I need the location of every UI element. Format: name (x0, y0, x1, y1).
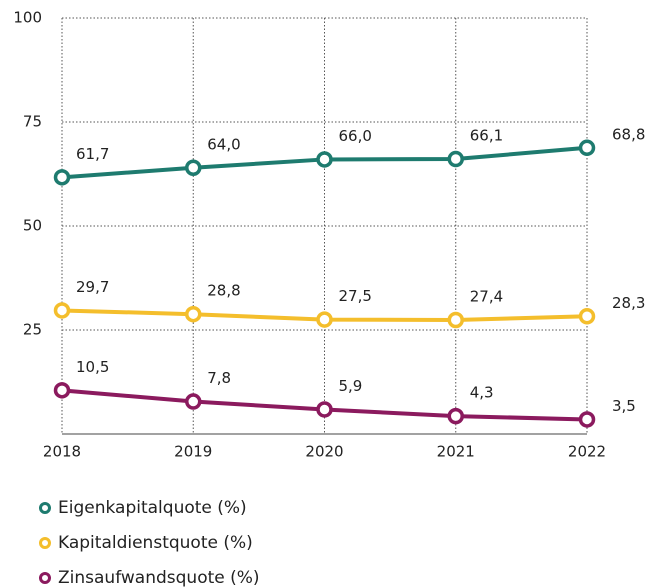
legend-item: Eigenkapitalquote (%) (39, 498, 247, 518)
y-tick-label: 100 (13, 9, 42, 27)
y-tick-label: 50 (23, 217, 42, 235)
data-label: 66,0 (339, 127, 372, 145)
data-label: 28,3 (612, 294, 645, 312)
data-point (53, 382, 71, 399)
legend-marker (39, 572, 51, 584)
data-point (185, 159, 202, 177)
legend-item: Zinsaufwandsquote (%) (39, 568, 260, 587)
x-tick-label: 2019 (174, 443, 212, 461)
legend-label: Kapitaldienstquote (%) (58, 533, 253, 553)
data-label: 29,7 (76, 278, 109, 296)
data-point (316, 151, 333, 168)
data-label: 68,8 (612, 125, 645, 143)
data-label: 5,9 (339, 377, 363, 395)
data-label: 61,7 (76, 145, 109, 163)
x-tick-label: 2022 (568, 443, 606, 461)
data-label: 7,8 (207, 369, 231, 387)
data-label: 27,4 (470, 288, 503, 306)
y-tick-label: 75 (23, 113, 42, 131)
data-point (53, 302, 71, 319)
data-point (578, 411, 596, 428)
data-label: 66,1 (470, 127, 503, 145)
data-label: 3,5 (612, 397, 636, 415)
legend-label: Zinsaufwandsquote (%) (58, 568, 260, 587)
data-label: 27,5 (339, 287, 372, 305)
data-point (578, 139, 596, 157)
data-point (316, 311, 333, 328)
data-point (53, 169, 71, 186)
data-point (447, 150, 464, 168)
data-point (185, 393, 202, 410)
x-tick-label: 2021 (437, 443, 475, 461)
data-point (578, 308, 596, 325)
data-label: 4,3 (470, 384, 494, 402)
data-point (185, 305, 202, 323)
y-tick-label: 25 (23, 321, 42, 339)
data-point (447, 311, 464, 329)
data-point (316, 401, 333, 418)
x-tick-label: 2018 (43, 443, 81, 461)
legend-label: Eigenkapitalquote (%) (58, 498, 247, 518)
data-label: 28,8 (207, 282, 240, 300)
legend-marker (39, 537, 51, 549)
data-label: 64,0 (207, 135, 240, 153)
legend-item: Kapitaldienstquote (%) (39, 533, 253, 553)
x-tick-label: 2020 (305, 443, 343, 461)
legend-marker (39, 502, 51, 514)
data-label: 10,5 (76, 358, 109, 376)
data-point (447, 407, 464, 425)
